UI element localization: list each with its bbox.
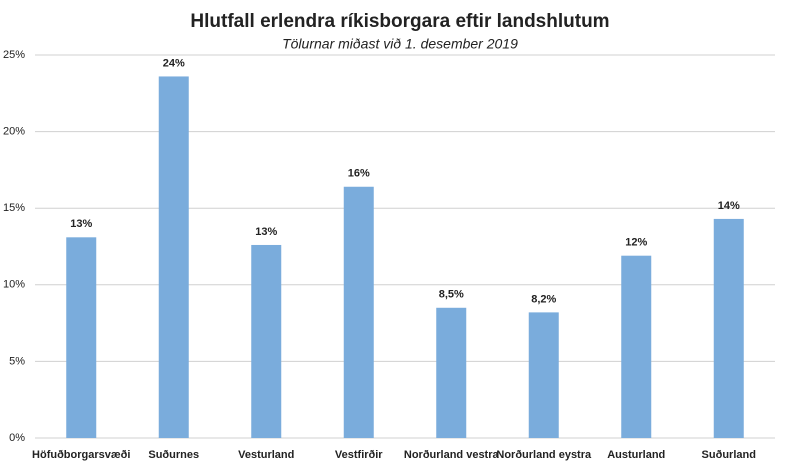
value-label: 14% [718, 200, 740, 212]
y-tick-label: 10% [3, 279, 25, 291]
value-label: 12% [625, 237, 647, 249]
y-tick-label: 15% [3, 202, 25, 214]
value-label: 16% [348, 168, 370, 180]
bar [528, 312, 559, 438]
value-label: 24% [163, 57, 185, 69]
bar [158, 76, 189, 438]
value-label: 8,5% [439, 289, 464, 301]
x-tick-label: Höfuðborgarsvæði [32, 449, 130, 461]
y-tick-label: 0% [9, 432, 25, 444]
y-tick-label: 5% [9, 355, 25, 367]
x-tick-label: Norðurland eystra [496, 449, 592, 461]
value-label: 13% [255, 226, 277, 238]
bar [436, 307, 467, 438]
bar [66, 237, 97, 438]
bar [343, 186, 374, 438]
x-tick-label: Vesturland [238, 449, 294, 461]
y-tick-label: 20% [3, 126, 25, 138]
chart-title: Hlutfall erlendra ríkisborgara eftir lan… [190, 11, 609, 32]
x-tick-label: Suðurnes [148, 449, 199, 461]
chart-subtitle: Tölurnar miðast við 1. desember 2019 [282, 36, 518, 52]
x-tick-label: Austurland [607, 449, 665, 461]
value-label: 13% [70, 218, 92, 230]
x-tick-label: Vestfirðir [335, 449, 383, 461]
x-tick-label: Suðurland [702, 449, 756, 461]
y-tick-label: 25% [3, 49, 25, 61]
x-tick-label: Norðurland vestra [404, 449, 500, 461]
value-label: 8,2% [531, 293, 556, 305]
bar [621, 255, 652, 438]
bar [251, 244, 282, 438]
bar [713, 218, 744, 438]
